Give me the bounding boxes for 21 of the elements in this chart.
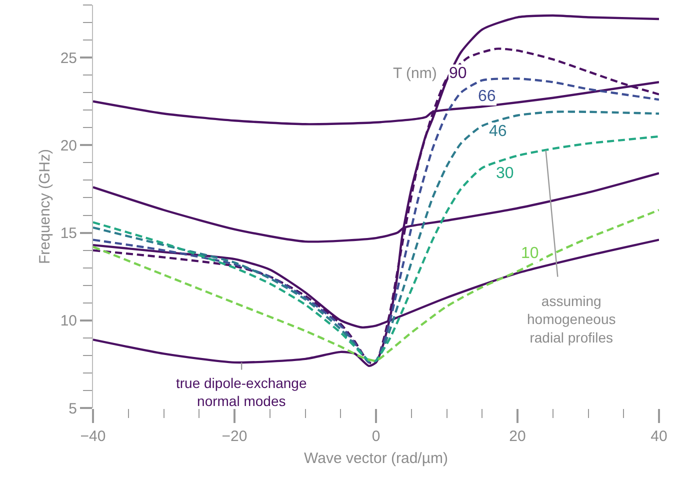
- y-axis-title: Frequency (GHz): [36, 148, 54, 264]
- y-tick-label: 10: [60, 312, 77, 330]
- y-tick-label: 25: [60, 50, 77, 67]
- x-tick-label: −40: [80, 428, 106, 445]
- x-tick-label: −20: [222, 428, 248, 445]
- y-tick-label: 20: [60, 137, 77, 154]
- series-label: 66: [478, 88, 496, 105]
- x-tick-label: 40: [650, 428, 668, 445]
- series-label: 90: [449, 65, 467, 82]
- series-label: 10: [521, 245, 539, 262]
- annotation: true dipole-exchange normal modes: [176, 375, 307, 410]
- annotation: assuming homogeneous radial profiles: [527, 293, 616, 346]
- annotation: T (nm): [393, 65, 437, 82]
- x-tick-label: 20: [509, 428, 526, 445]
- x-axis-title: Wave vector (rad/µm): [304, 450, 448, 467]
- y-tick-label: 5: [68, 400, 77, 418]
- series-label: 30: [496, 165, 514, 182]
- series-label: 46: [489, 123, 507, 140]
- y-tick-label: 15: [60, 225, 77, 242]
- x-tick-label: 0: [372, 428, 380, 445]
- line-series: [93, 208, 659, 362]
